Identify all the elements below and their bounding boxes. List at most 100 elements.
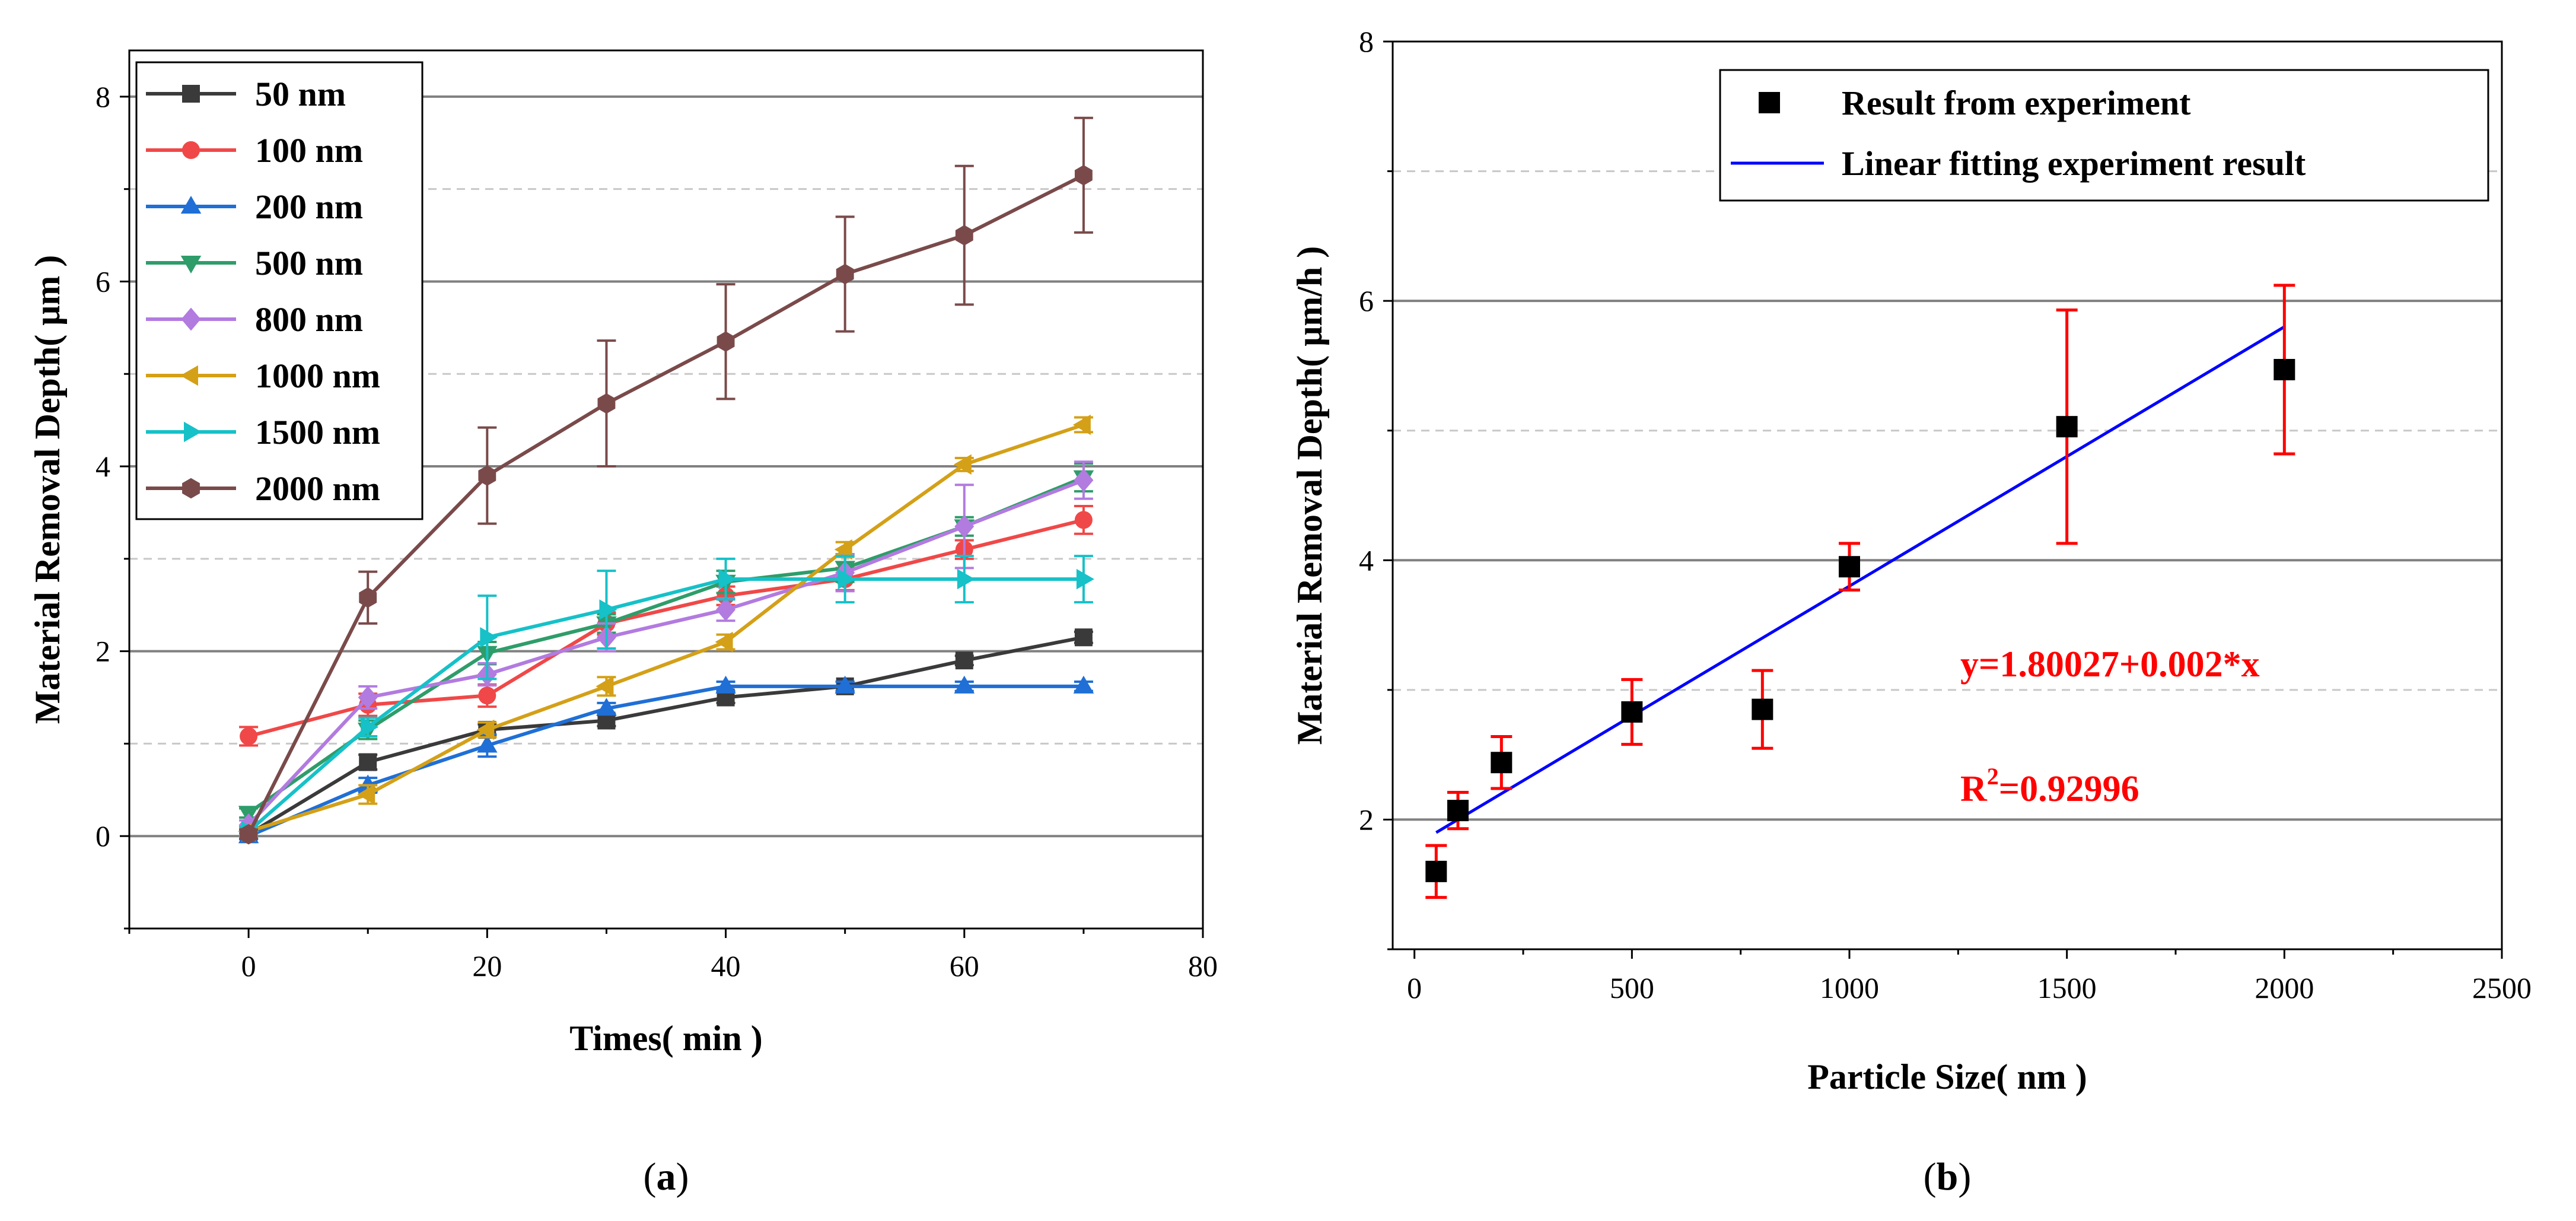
experiment-point-500: [1621, 701, 1643, 723]
chart-b-x-tick-label-2500: 2500: [2472, 971, 2532, 1004]
chart-b-x-tick-label-1000: 1000: [1820, 971, 1879, 1004]
series-200-nm-point-70: [1073, 675, 1094, 694]
panel-label-b: (b): [1924, 1155, 1972, 1198]
linear-fit-line: [1435, 325, 2285, 834]
series-800-nm-point-70: [1074, 468, 1094, 492]
chart-b-y-tick-label-2: 2: [1359, 803, 1374, 836]
legend-800-nm-label: 800 nm: [255, 300, 363, 339]
chart-b-y-tick-label-6: 6: [1359, 284, 1374, 317]
legend-100-nm-label: 100 nm: [255, 131, 363, 170]
series-800-nm-point-60: [954, 514, 975, 538]
r-squared-prefix: R: [1960, 769, 1988, 809]
chart-a-y-tick-label-0: 0: [95, 819, 110, 853]
series-1000-nm-point-10: [357, 784, 375, 805]
series-100-nm-point-70: [1074, 511, 1093, 529]
chart-a-x-tick-label-80: 80: [1188, 949, 1218, 982]
series-800-nm-point-10: [358, 686, 378, 710]
series-2000-nm-point-70: [1074, 165, 1093, 186]
chart-a-x-tick-label-40: 40: [711, 949, 741, 982]
series-50-nm-point-70: [1074, 628, 1093, 647]
chart-b-y-axis-title: Material Removal Depth( μm/h ): [1290, 246, 1329, 745]
chart-b-x-tick-label-1500: 1500: [2037, 971, 2097, 1004]
chart-a-ticks: 0 20 40 60 80 0 2 4 6 8: [95, 80, 1218, 982]
series-1000-nm-point-40: [715, 631, 733, 653]
legend-200-nm-marker: [180, 196, 202, 214]
panel-label-b-letter: b: [1937, 1155, 1959, 1198]
chart-b-ticks: 0 500 1000 1500 2000 2500 2 4 6 8: [1359, 25, 2532, 1004]
series-1500-nm-point-70: [1076, 568, 1094, 590]
panel-label-b-open: (: [1924, 1155, 1937, 1198]
series-2000-nm-point-40: [717, 331, 735, 352]
series-1000-nm-point-20: [476, 719, 495, 740]
experiment-point-1500: [2056, 416, 2078, 438]
fit-equation: y=1.80027+0.002*x: [1960, 644, 2260, 685]
chart-a-x-tick-label-60: 60: [950, 949, 979, 982]
chart-a-x-tick-label-0: 0: [241, 949, 256, 982]
series-200-nm-point-40: [715, 675, 736, 694]
series-1500-nm-point-10: [361, 717, 379, 737]
experiment-point-50: [1425, 860, 1447, 882]
legend-800-nm-marker: [181, 307, 201, 331]
series-50-nm-point-60: [955, 651, 973, 670]
series-1000-nm-point-60: [953, 454, 972, 475]
chart-b-minor-grid: [1393, 170, 2502, 691]
series-2000-nm-point-50: [836, 263, 854, 285]
chart-a-frame: [128, 49, 1204, 930]
series-800-nm-point-40: [716, 598, 736, 622]
panel-label-a: (a): [644, 1155, 689, 1198]
series-1500-nm-point-40: [718, 568, 737, 590]
chart-a-legend: 50 nm 100 nm 200 nm 500 nm 800 nm 1000 nm 1500…: [135, 61, 424, 520]
series-2000-nm-point-20: [478, 465, 496, 486]
chart-b-x-tick-label-0: 0: [1407, 971, 1422, 1004]
legend-1000-nm-label: 1000 nm: [255, 357, 380, 395]
chart-a-y-tick-label-4: 4: [95, 450, 110, 483]
legend-2000-nm-marker: [182, 478, 200, 499]
legend-label-linear-fit: Linear fitting experiment result: [1842, 144, 2306, 183]
chart-a-legend-box: [135, 61, 424, 520]
chart-b: 0 500 1000 1500 2000 2500 2 4 6 8 Particle Size( …: [1290, 25, 2532, 1198]
legend-1500-nm-label: 1500 nm: [255, 413, 380, 451]
series-200-nm-line: [247, 684, 1084, 838]
chart-b-x-tick-label-500: 500: [1610, 971, 1654, 1004]
series-1000-nm-point-30: [596, 676, 614, 697]
chart-a-x-axis-title: Times( min ): [569, 1019, 763, 1058]
experiment-point-2000: [2273, 358, 2295, 380]
chart-b-legend-box: [1719, 69, 2489, 202]
series-200-nm-point-50: [835, 675, 855, 694]
legend-1000-nm-marker: [180, 365, 198, 386]
series-1000-nm-point-50: [834, 539, 852, 560]
legend-50-nm-marker: [182, 85, 200, 103]
chart-a-x-tick-label-20: 20: [472, 949, 502, 982]
legend-2000-nm-label: 2000 nm: [255, 469, 380, 508]
series-2000-nm-point-60: [955, 225, 973, 246]
series-1500-nm-point-30: [599, 599, 617, 620]
legend-label-experiment: Result from experiment: [1842, 84, 2191, 122]
chart-b-frame: [1392, 40, 2503, 950]
series-2000-nm-point-30: [597, 393, 616, 414]
experiment-point-200: [1491, 752, 1513, 774]
panel-label-a-open: (: [644, 1155, 657, 1198]
panel-label-b-close: ): [1958, 1155, 1971, 1198]
series-2000-nm: [239, 116, 1093, 845]
chart-a-series: [238, 116, 1094, 845]
legend-500-nm-marker: [180, 256, 202, 274]
legend-100-nm-marker: [182, 141, 200, 159]
series-200-nm-point-20: [477, 734, 498, 753]
chart-b-major-grid: [1393, 300, 2502, 821]
series-100-nm-point-20: [478, 686, 496, 705]
r-squared-sup: 2: [1987, 763, 1999, 790]
r-squared-value: =0.92996: [1999, 769, 2139, 809]
chart-b-y-tick-label-8: 8: [1359, 25, 1374, 58]
legend-500-nm-label: 500 nm: [255, 244, 363, 282]
chart-b-x-axis-title: Particle Size( nm ): [1807, 1057, 2087, 1096]
chart-b-series: [1425, 284, 2295, 899]
legend-200-nm-label: 200 nm: [255, 187, 363, 226]
series-100-nm-point-0: [240, 727, 258, 745]
series-1500-nm-line: [247, 577, 1084, 833]
legend-1500-nm-marker: [184, 421, 202, 443]
experiment-point-800: [1752, 698, 1773, 720]
chart-a-y-tick-label-8: 8: [95, 80, 110, 113]
chart-a: 0 20 40 60 80 0 2 4 6 8 Times( min ) Material Rem…: [28, 49, 1218, 1198]
series-1500-nm-point-20: [480, 627, 498, 648]
